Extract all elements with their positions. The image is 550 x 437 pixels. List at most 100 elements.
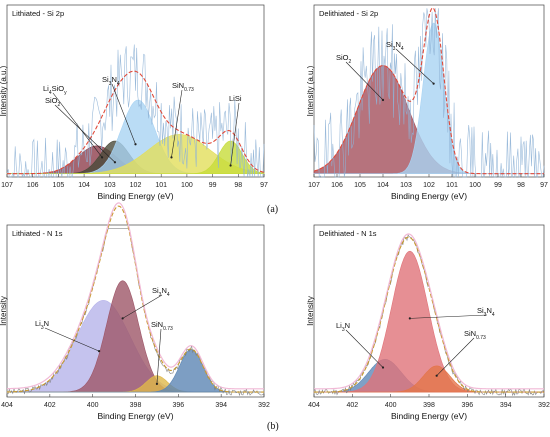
peak-annotation: Li3N	[336, 321, 350, 333]
y-axis-label: Intensity (a.u.)	[0, 65, 8, 116]
x-tick-label: 105	[354, 182, 366, 189]
panel-title: Delithiated - N 1s	[319, 229, 377, 238]
background-line	[314, 233, 544, 390]
x-tick-label: 99	[494, 182, 502, 189]
y-axis-label: Intensity	[306, 296, 315, 326]
x-tick-label: 99	[209, 182, 217, 189]
peak-annotation: Si3N4	[152, 286, 170, 298]
x-axis-label: Binding Energy (eV)	[391, 191, 467, 201]
arrow-head	[381, 98, 385, 102]
x-tick-label: 404	[308, 402, 320, 409]
peak-annotation: SiN0.73	[151, 320, 173, 332]
arrow-head	[121, 317, 124, 320]
x-tick-label: 394	[215, 402, 227, 409]
peak-annotation: SiO2	[336, 53, 352, 65]
arrow-head	[155, 382, 159, 385]
background-line	[6, 202, 264, 390]
x-tick-label: 100	[181, 182, 193, 189]
x-axis-label: Binding Energy (eV)	[97, 191, 173, 201]
annotation-arrow	[345, 329, 384, 368]
annotation-arrow	[44, 327, 100, 352]
arrow-head	[100, 156, 104, 159]
annotation-arrow	[52, 92, 103, 158]
y-axis-label: Intensity	[0, 296, 8, 326]
raw-data-line	[313, 8, 545, 178]
x-axis: 107 106 105 104 103 102 101 100 99 98 97	[1, 174, 268, 189]
x-tick-label: 100	[469, 182, 481, 189]
figure-label-b: (b)	[267, 421, 279, 432]
x-tick-label: 101	[446, 182, 458, 189]
chart-p4: 404 402 400 398 396 394 392 Binding Energy (eV)…	[306, 224, 550, 421]
x-tick-label: 398	[130, 402, 142, 409]
fit-envelope-line	[7, 70, 265, 175]
x-axis-label: Binding Energy (eV)	[391, 411, 467, 421]
x-tick-label: 396	[172, 402, 184, 409]
x-tick-label: 107	[308, 182, 320, 189]
annotation-arrow	[230, 102, 240, 166]
peak-annotation: SiN0.73	[172, 81, 194, 93]
annotation-arrow	[156, 328, 162, 384]
annotation-arrow	[395, 48, 434, 84]
x-tick-label: 106	[27, 182, 39, 189]
chart-p1: 107 106 105 104 103 102 101 100 99 98 97 Binding En…	[0, 4, 268, 201]
fit-envelope-line	[314, 236, 544, 393]
arrow-head	[432, 82, 435, 85]
peak-annotation: Li3N	[35, 319, 49, 331]
peak-annotation: SiO2	[45, 96, 61, 108]
x-tick-label: 104	[377, 182, 389, 189]
x-tick-label: 402	[346, 402, 358, 409]
x-tick-label: 402	[44, 402, 56, 409]
x-tick-label: 103	[104, 182, 116, 189]
x-tick-label: 103	[400, 182, 412, 189]
x-tick-label: 98	[234, 182, 242, 189]
peak-annotation: Si3N4	[102, 75, 120, 87]
x-tick-label: 107	[1, 182, 13, 189]
x-tick-label: 106	[331, 182, 343, 189]
x-axis: 107 106 105 104 103 102 101 100 99 98 97	[308, 174, 548, 189]
x-axis: 404 402 400 398 396 394 392	[1, 394, 270, 409]
arrow-head	[435, 374, 438, 377]
figure-label-a: (a)	[267, 204, 279, 215]
x-tick-label: 392	[538, 402, 550, 409]
x-tick-label: 105	[53, 182, 65, 189]
x-tick-label: 101	[155, 182, 167, 189]
arrow-head	[408, 317, 411, 320]
annotation-arrow	[111, 83, 136, 145]
x-axis-label: Binding Energy (eV)	[97, 411, 173, 421]
arrow-head	[229, 164, 232, 167]
panel-title: Lithiated - Si 2p	[12, 9, 64, 18]
raw-data-line	[6, 44, 265, 178]
x-tick-label: 104	[78, 182, 90, 189]
peak-annotation: Li4SiOy	[43, 84, 67, 96]
x-tick-label: 392	[258, 402, 270, 409]
annotation-arrow	[345, 61, 384, 101]
annotation-arrow	[171, 89, 183, 158]
arrow-head	[113, 161, 117, 164]
x-axis: 404 402 400 398 396 394 392	[308, 394, 550, 409]
panel-title: Lithiated - N 1s	[12, 229, 63, 238]
x-tick-label: 400	[87, 402, 99, 409]
arrow-head	[97, 350, 101, 353]
annotation-arrow	[122, 294, 163, 319]
x-tick-label: 102	[130, 182, 142, 189]
x-tick-label: 102	[423, 182, 435, 189]
panel-title: Delithiated - Si 2p	[319, 9, 378, 18]
x-tick-label: 404	[1, 402, 13, 409]
annotation-arrow	[54, 104, 116, 163]
peak-annotation: Si3N4	[386, 40, 404, 52]
arrow-head	[381, 366, 385, 369]
annotation-arrow	[436, 337, 475, 376]
arrow-head	[134, 143, 137, 146]
annotation-arrow	[409, 314, 488, 319]
x-tick-label: 398	[423, 402, 435, 409]
arrow-head	[170, 156, 173, 159]
fit-envelope-line	[313, 7, 544, 175]
y-axis-label: Intensity (a.u.)	[306, 65, 315, 116]
x-tick-label: 396	[461, 402, 473, 409]
peak-annotation: SiN0.73	[464, 329, 486, 341]
chart-p3: 404 402 400 398 396 394 392 Binding Energy (eV)…	[0, 202, 270, 421]
x-tick-label: 400	[385, 402, 397, 409]
peak-lisi	[6, 140, 265, 175]
x-tick-label: 98	[517, 182, 525, 189]
